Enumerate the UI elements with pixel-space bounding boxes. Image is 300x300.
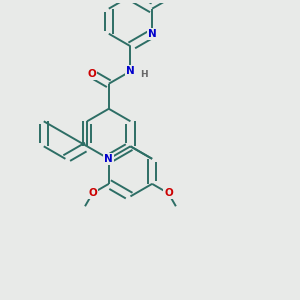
Text: N: N <box>148 29 157 39</box>
Text: O: O <box>88 188 97 198</box>
Text: N: N <box>126 66 135 76</box>
Text: N: N <box>104 154 113 164</box>
Text: H: H <box>140 70 148 79</box>
Text: O: O <box>164 188 173 198</box>
Text: O: O <box>87 69 96 79</box>
